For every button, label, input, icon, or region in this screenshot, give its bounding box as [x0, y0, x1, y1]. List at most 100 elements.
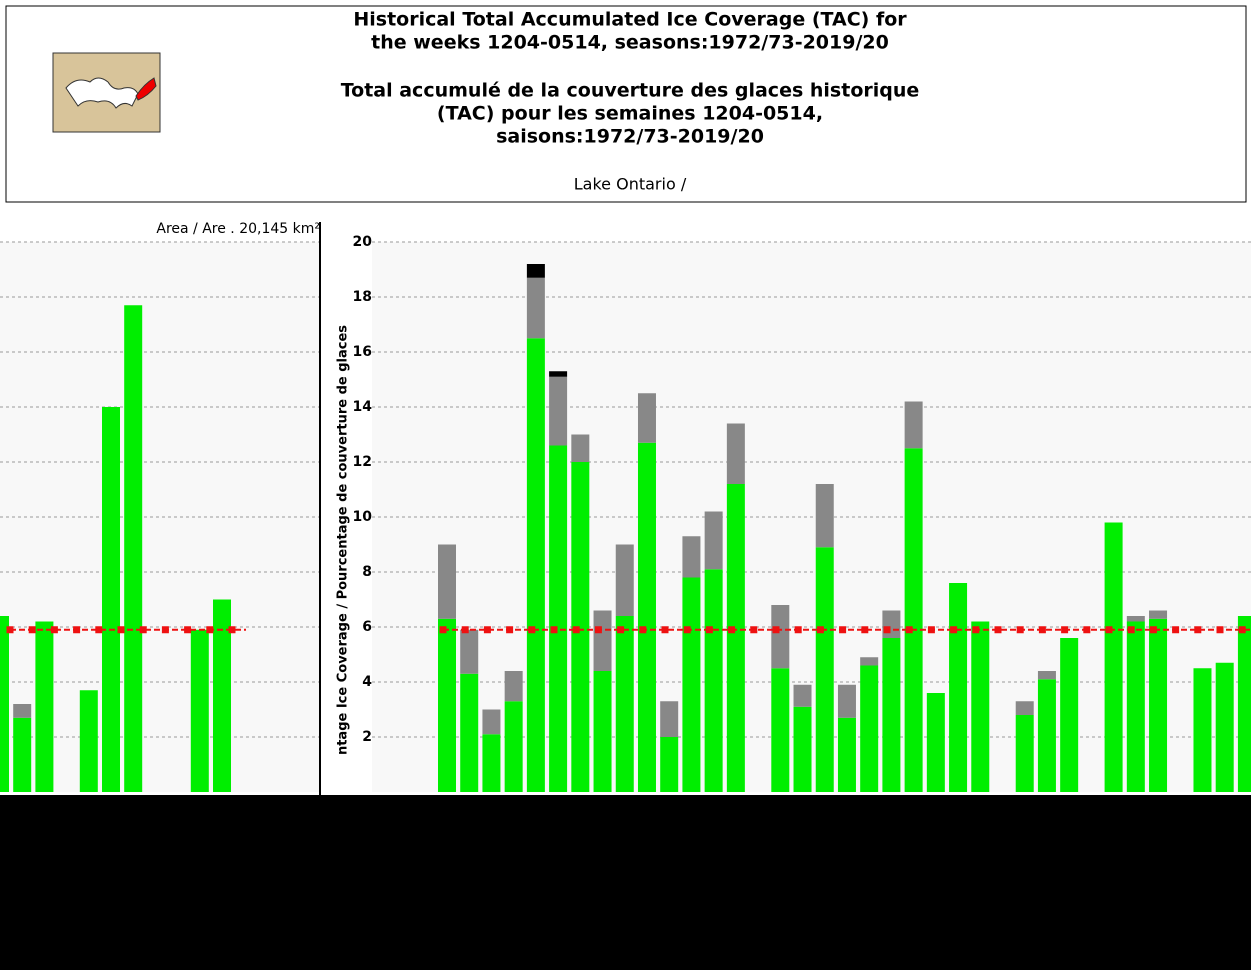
bar [1126, 621, 1145, 792]
average-marker [461, 626, 469, 634]
average-marker [705, 626, 713, 634]
average-marker [883, 626, 891, 634]
bar [526, 338, 545, 792]
average-marker [905, 626, 913, 634]
bar [726, 423, 745, 484]
bar [1037, 679, 1056, 792]
bar [615, 544, 634, 616]
bar [637, 442, 656, 792]
bar [793, 706, 812, 792]
y-tick-label: 4 [362, 674, 372, 690]
average-marker [750, 626, 758, 634]
bar [815, 547, 834, 792]
average-marker [594, 626, 602, 634]
bar [549, 371, 568, 377]
average-marker [661, 626, 669, 634]
bar [571, 462, 590, 792]
bar [213, 599, 231, 792]
y-tick-label: 8 [362, 564, 372, 580]
average-marker [1038, 626, 1046, 634]
header-box [5, 5, 1247, 203]
average-marker [1149, 626, 1157, 634]
average-marker [839, 626, 847, 634]
map-icon [52, 52, 161, 133]
average-marker [639, 626, 647, 634]
bar [526, 264, 545, 278]
title: saisons:1972/73-2019/20 [496, 126, 764, 148]
bar [549, 445, 568, 792]
bar [460, 673, 479, 792]
average-marker [927, 626, 935, 634]
average-marker [506, 626, 514, 634]
average-marker [1127, 626, 1135, 634]
average-marker [572, 626, 580, 634]
bar [79, 690, 98, 792]
bar [1015, 701, 1034, 715]
bar [438, 618, 456, 792]
bar [438, 544, 456, 619]
bar [637, 393, 656, 443]
bar [593, 610, 612, 671]
average-marker [6, 626, 14, 634]
average-marker [994, 626, 1002, 634]
bar [1060, 638, 1079, 792]
bar [102, 407, 120, 792]
average-marker [1172, 626, 1180, 634]
bar [949, 583, 968, 792]
bar [1237, 616, 1251, 792]
average-marker [206, 626, 214, 634]
average-marker [683, 626, 691, 634]
bar [482, 709, 501, 735]
y-tick-label: 16 [353, 344, 372, 360]
bar [771, 605, 790, 669]
average-marker [1194, 626, 1202, 634]
average-marker [95, 626, 103, 634]
subtitle: Lake Ontario / [574, 175, 687, 194]
y-tick-label: 12 [353, 454, 372, 470]
average-marker [50, 626, 58, 634]
bar [13, 717, 32, 792]
bar [13, 704, 32, 718]
average-marker [439, 626, 447, 634]
bar [504, 701, 523, 792]
average-marker [528, 626, 536, 634]
bar [504, 671, 523, 702]
average-marker [161, 626, 169, 634]
bar [926, 693, 945, 792]
bar [1104, 522, 1123, 792]
bar [660, 737, 679, 792]
average-marker [772, 626, 780, 634]
average-marker [184, 626, 192, 634]
y-axis-label: ntage Ice Coverage / Pourcentage de couv… [336, 325, 351, 755]
average-marker [1238, 626, 1246, 634]
bar [704, 569, 723, 792]
bar [1149, 618, 1168, 792]
bar [682, 536, 701, 578]
bar [793, 684, 812, 707]
footer-band [0, 795, 1251, 970]
bar [0, 616, 9, 792]
bar [682, 577, 701, 792]
y-tick-label: 20 [353, 234, 373, 250]
bar [704, 511, 723, 570]
bar [660, 701, 679, 737]
bar [837, 717, 856, 792]
title: Total accumulé de la couverture des glac… [341, 80, 920, 102]
average-marker [228, 626, 236, 634]
average-marker [972, 626, 980, 634]
bar [860, 665, 879, 792]
bar [1149, 610, 1168, 619]
average-marker [550, 626, 558, 634]
bar [815, 484, 834, 548]
bar [971, 621, 990, 792]
title: (TAC) pour les semaines 1204-0514, [437, 103, 823, 125]
bar [882, 610, 901, 638]
average-marker [728, 626, 736, 634]
bar [1193, 668, 1212, 792]
average-marker [617, 626, 625, 634]
average-marker [950, 626, 958, 634]
bar [1215, 662, 1234, 792]
bar [1037, 671, 1056, 680]
title: the weeks 1204-0514, seasons:1972/73-201… [371, 32, 889, 54]
